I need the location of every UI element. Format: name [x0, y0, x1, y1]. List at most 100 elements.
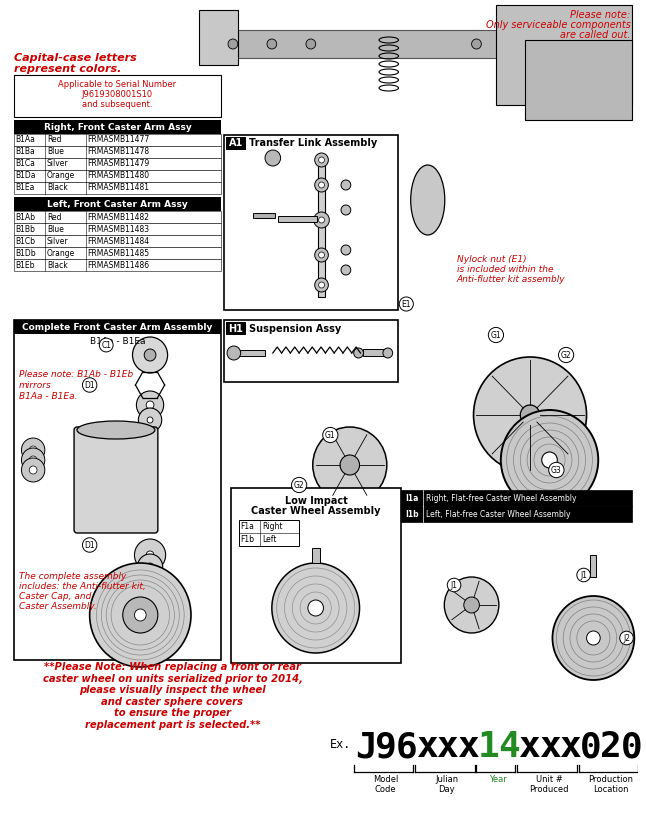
Bar	[318, 157, 326, 297]
Circle shape	[552, 596, 634, 680]
Text: **Please Note: When replacing a front or rear: **Please Note: When replacing a front or…	[44, 662, 301, 672]
Text: Left, Front Caster Arm Assy: Left, Front Caster Arm Assy	[47, 200, 188, 209]
Circle shape	[444, 577, 499, 633]
Circle shape	[520, 405, 540, 425]
Text: x: x	[457, 730, 479, 764]
Circle shape	[318, 252, 324, 258]
Circle shape	[318, 157, 324, 163]
Bar	[364, 349, 388, 356]
Bar	[14, 146, 221, 158]
Text: Orange: Orange	[47, 248, 75, 257]
Circle shape	[341, 245, 351, 255]
Text: are called out.: are called out.	[560, 30, 630, 40]
Text: Red: Red	[47, 136, 61, 145]
Text: FRMASMB11484: FRMASMB11484	[88, 237, 150, 246]
Bar	[590, 555, 596, 577]
Text: Unit #
Produced: Unit # Produced	[529, 775, 568, 794]
Text: E1: E1	[402, 299, 411, 308]
Bar	[253, 213, 275, 218]
Text: Transfer Link Assembly: Transfer Link Assembly	[249, 138, 378, 149]
Text: G1: G1	[325, 431, 336, 440]
Circle shape	[144, 349, 156, 361]
Text: Right, Flat-free Caster Wheel Assembly: Right, Flat-free Caster Wheel Assembly	[426, 493, 576, 502]
Bar	[14, 247, 221, 259]
FancyBboxPatch shape	[74, 427, 158, 533]
Bar	[14, 134, 221, 146]
Text: 0: 0	[579, 730, 601, 764]
Text: to ensure the proper: to ensure the proper	[114, 708, 231, 718]
Text: 4: 4	[498, 730, 519, 764]
Text: and subsequent.: and subsequent.	[82, 100, 152, 109]
Circle shape	[227, 346, 241, 360]
Text: x: x	[539, 730, 561, 764]
Text: Capital-case letters: Capital-case letters	[14, 53, 136, 63]
Circle shape	[315, 278, 328, 292]
Text: Blue: Blue	[47, 224, 64, 233]
Text: Ex.: Ex.	[330, 738, 351, 751]
Text: B1Ab: B1Ab	[16, 213, 36, 221]
Text: C1: C1	[101, 340, 111, 349]
Text: D1: D1	[85, 541, 95, 549]
Text: B1Aa - B1Ea.: B1Aa - B1Ea.	[19, 392, 77, 401]
Text: J: J	[355, 730, 377, 764]
Bar	[401, 506, 632, 522]
Bar	[14, 75, 221, 117]
Text: FRMASMB11485: FRMASMB11485	[88, 248, 150, 257]
Bar	[14, 223, 221, 235]
Circle shape	[354, 348, 364, 358]
Circle shape	[341, 265, 351, 275]
Text: Orange: Orange	[47, 172, 75, 181]
Circle shape	[315, 248, 328, 262]
Bar	[14, 211, 221, 223]
Text: H1: H1	[228, 324, 244, 334]
Text: Right: Right	[262, 522, 282, 531]
Circle shape	[472, 39, 481, 49]
Text: B1Cb: B1Cb	[16, 237, 36, 246]
Text: Caster Assembly.: Caster Assembly.	[19, 602, 96, 611]
Circle shape	[21, 458, 45, 482]
Bar	[226, 322, 245, 335]
Text: FRMASMB11479: FRMASMB11479	[88, 159, 150, 169]
Text: J1: J1	[450, 580, 457, 589]
Circle shape	[146, 401, 154, 409]
Text: FRMASMB11481: FRMASMB11481	[88, 183, 150, 192]
Text: Please note:: Please note:	[570, 10, 630, 20]
Bar	[14, 158, 221, 170]
Text: x: x	[416, 730, 438, 764]
Circle shape	[147, 417, 153, 423]
Text: Low Impact: Low Impact	[285, 496, 348, 506]
Text: Applicable to Serial Number: Applicable to Serial Number	[58, 80, 176, 89]
Bar	[14, 235, 221, 247]
Circle shape	[341, 205, 351, 215]
Circle shape	[530, 39, 540, 49]
Text: please visually inspect the wheel: please visually inspect the wheel	[79, 685, 266, 695]
Bar	[224, 320, 397, 382]
Circle shape	[132, 337, 167, 373]
Circle shape	[146, 551, 154, 559]
Text: Caster Cap, and: Caster Cap, and	[19, 592, 91, 601]
Text: I1a: I1a	[405, 493, 419, 502]
Text: B1Ea: B1Ea	[16, 183, 35, 192]
Circle shape	[318, 217, 324, 223]
Text: D1: D1	[85, 381, 95, 390]
Text: Please note: B1Ab - B1Eb: Please note: B1Ab - B1Eb	[19, 370, 133, 379]
Text: The complete assembly: The complete assembly	[19, 572, 126, 581]
Bar	[14, 182, 221, 194]
Circle shape	[228, 39, 238, 49]
Text: Model
Code: Model Code	[373, 775, 398, 794]
Text: FRMASMB11486: FRMASMB11486	[88, 261, 150, 270]
Bar	[203, 30, 554, 58]
Text: Red: Red	[47, 213, 61, 221]
Circle shape	[21, 438, 45, 462]
Circle shape	[464, 597, 479, 613]
Text: B1Eb: B1Eb	[16, 261, 35, 270]
Bar	[312, 548, 320, 563]
Text: 0: 0	[621, 730, 642, 764]
Circle shape	[90, 563, 191, 667]
Text: Anti-flutter kit assembly: Anti-flutter kit assembly	[457, 275, 566, 284]
Circle shape	[474, 357, 587, 473]
Bar	[525, 40, 632, 120]
Text: Silver: Silver	[47, 159, 68, 169]
Bar	[239, 520, 299, 546]
Text: Nylock nut (E1): Nylock nut (E1)	[457, 255, 526, 264]
